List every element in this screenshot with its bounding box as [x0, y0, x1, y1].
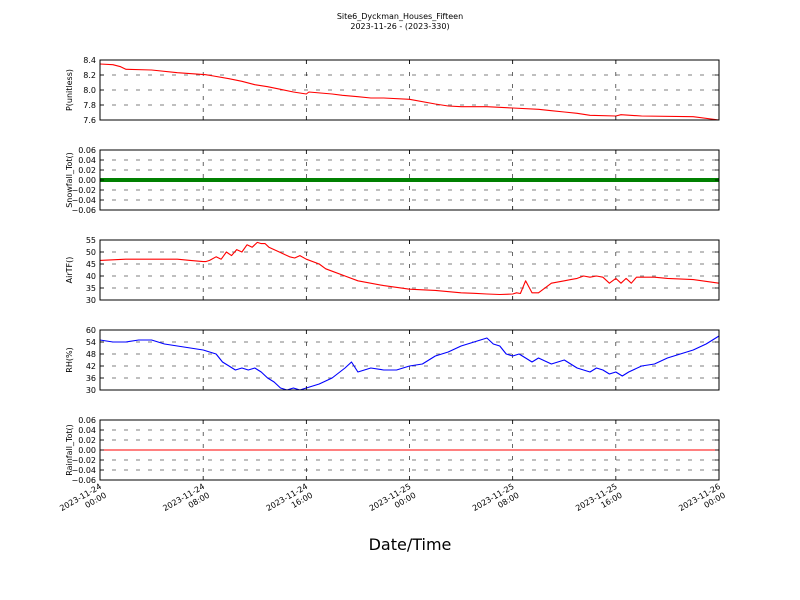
y-tick-label: 8.2 — [83, 71, 96, 80]
y-tick-label: 48 — [86, 350, 96, 359]
panels: 8.48.28.07.87.6P(unitless)0.060.040.020.… — [65, 56, 720, 485]
series-line — [99, 241, 720, 296]
y-tick-label: 30 — [86, 386, 96, 395]
y-axis-label: Rainfall_Tot() — [65, 424, 74, 476]
y-tick-label: 0.02 — [78, 166, 96, 175]
panel-5: 0.060.040.020.00−0.02−0.04−0.06Rainfall_… — [65, 416, 720, 485]
y-axis-label: AirTF() — [65, 257, 74, 284]
y-tick-label: 0.06 — [78, 416, 96, 425]
y-tick-label: −0.04 — [71, 196, 96, 205]
y-tick-label: 0.02 — [78, 436, 96, 445]
y-axis-label: Snowfall_Tot() — [65, 152, 74, 208]
y-tick-label: 8.0 — [83, 86, 96, 95]
y-tick-label: 0.04 — [78, 156, 96, 165]
y-tick-label: 0.04 — [78, 426, 96, 435]
y-tick-label: 36 — [86, 374, 96, 383]
panel-1: 8.4 8.2 8.0 7.8 7.6 P(unitless) — [65, 56, 720, 125]
y-tick-label: 0.00 — [78, 446, 96, 455]
x-axis-label: Date/Time — [369, 535, 452, 554]
y-axis-label: RH(%) — [65, 347, 74, 372]
y-tick-label: 60 — [86, 326, 96, 335]
y-tick-label: 35 — [86, 284, 96, 293]
y-tick-label: −0.02 — [71, 186, 96, 195]
y-tick-label: 8.4 — [83, 56, 96, 65]
y-tick-label: 55 — [86, 236, 96, 245]
y-tick-label: 45 — [86, 260, 96, 269]
y-tick-label: 7.8 — [83, 101, 96, 110]
y-tick-label: −0.06 — [71, 476, 96, 485]
y-tick-label: 50 — [86, 248, 96, 257]
y-tick-label: −0.06 — [71, 206, 96, 215]
y-tick-label: −0.04 — [71, 466, 96, 475]
y-tick-label: 42 — [86, 362, 96, 371]
chart-subtitle: 2023-11-26 - (2023-330) — [350, 22, 449, 31]
y-tick-label: 7.6 — [83, 116, 96, 125]
y-tick-label: 30 — [86, 296, 96, 305]
panel-4: 60 54 48 42 36 30 RH(%) — [65, 326, 720, 395]
y-tick-label: 40 — [86, 272, 96, 281]
y-tick-label: 0.00 — [78, 176, 96, 185]
y-tick-label: −0.02 — [71, 456, 96, 465]
chart-title: Site6_Dyckman_Houses_Fifteen — [337, 12, 463, 21]
panel-3: 55 50 45 40 35 30 AirTF() — [65, 236, 720, 305]
series-line — [99, 63, 720, 121]
series-line — [99, 335, 720, 391]
y-tick-label: 0.06 — [78, 146, 96, 155]
y-tick-label: 54 — [86, 338, 96, 347]
panel-2: 0.060.040.020.00−0.02−0.04−0.06Snowfall_… — [65, 146, 720, 215]
y-axis-label: P(unitless) — [65, 69, 74, 111]
